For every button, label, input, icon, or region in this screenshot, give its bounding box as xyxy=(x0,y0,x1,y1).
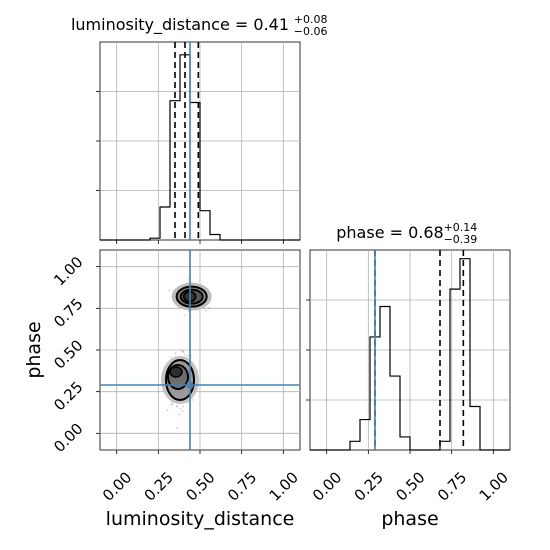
sample-point xyxy=(171,403,174,406)
x-tick-label: 0.50 xyxy=(182,468,218,504)
y-tick-label: 0.75 xyxy=(50,295,86,331)
sample-point xyxy=(182,351,185,354)
sample-point xyxy=(171,401,173,404)
panel-title: luminosity_distance = 0.41 xyxy=(71,15,289,35)
sample-point xyxy=(192,399,194,401)
x-tick-label: 1.00 xyxy=(266,468,302,504)
sample-point xyxy=(174,352,177,355)
sample-point xyxy=(176,405,179,408)
sample-point xyxy=(169,356,172,359)
sample-point xyxy=(180,349,183,352)
title-lower-error: −0.06 xyxy=(294,25,328,38)
histogram-panel-luminosity-distance: luminosity_distance = 0.41 +0.08−0.06 xyxy=(71,13,328,244)
x-tick-label: 0.75 xyxy=(434,468,470,504)
y-tick-label: 0.25 xyxy=(50,378,86,414)
histogram-panel-phase: phase = 0.68 +0.14−0.39 0.00 0.25 0.50 0.75 1.… xyxy=(306,221,512,505)
panel-title: phase = 0.68 xyxy=(336,223,443,242)
y-axis-label-phase: phase xyxy=(23,321,45,378)
y-tick-label: 1.00 xyxy=(50,253,86,289)
y-tick-label: 0.00 xyxy=(50,420,86,456)
title-lower-error: −0.39 xyxy=(444,233,478,246)
truth-marker xyxy=(187,382,193,388)
x-tick-label: 0.25 xyxy=(351,468,387,504)
sample-point xyxy=(184,314,186,317)
sample-point xyxy=(182,405,185,408)
y-tick-label: 0.50 xyxy=(50,336,86,372)
x-tick-label: 0.00 xyxy=(99,468,135,504)
sample-point xyxy=(182,350,185,353)
sample-point xyxy=(183,353,186,356)
sample-point xyxy=(175,427,178,429)
sample-point xyxy=(175,405,178,408)
x-axis-label-luminosity-distance: luminosity_distance xyxy=(106,508,295,530)
sample-point xyxy=(208,306,211,309)
joint-panel: 0.00 0.25 0.50 0.75 1.000.000.250.500.751.00 xyxy=(50,249,302,505)
x-tick-label: 0.50 xyxy=(392,468,428,504)
sample-point xyxy=(186,354,189,357)
sample-point xyxy=(166,409,169,412)
sample-point xyxy=(168,289,171,292)
histogram-step xyxy=(310,258,510,451)
sample-point xyxy=(169,403,172,406)
x-tick-label: 0.00 xyxy=(309,468,345,504)
sample-point xyxy=(179,407,182,410)
x-tick-label: 0.75 xyxy=(224,468,260,504)
sample-point xyxy=(205,309,207,312)
x-tick-label: 0.25 xyxy=(141,468,177,504)
contour-inner xyxy=(169,366,183,378)
sample-point xyxy=(178,413,180,415)
sample-point xyxy=(181,410,184,413)
title-upper-error: +0.08 xyxy=(294,13,328,26)
x-tick-label: 1.00 xyxy=(476,468,512,504)
x-axis-label-phase: phase xyxy=(381,508,438,530)
title-upper-error: +0.14 xyxy=(444,221,478,234)
